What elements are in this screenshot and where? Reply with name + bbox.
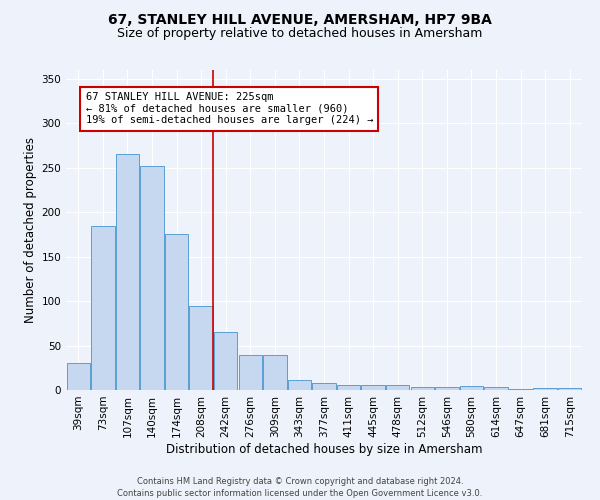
Bar [460, 386, 483, 390]
Bar [410, 388, 434, 390]
Bar [558, 388, 581, 390]
Text: 67, STANLEY HILL AVENUE, AMERSHAM, HP7 9BA: 67, STANLEY HILL AVENUE, AMERSHAM, HP7 9… [108, 12, 492, 26]
Bar [484, 388, 508, 390]
Text: Distribution of detached houses by size in Amersham: Distribution of detached houses by size … [166, 442, 482, 456]
Bar [533, 388, 557, 390]
Bar [214, 332, 238, 390]
Text: Contains public sector information licensed under the Open Government Licence v3: Contains public sector information licen… [118, 489, 482, 498]
Bar [190, 306, 213, 390]
Bar [140, 166, 164, 390]
Text: 67 STANLEY HILL AVENUE: 225sqm
← 81% of detached houses are smaller (960)
19% of: 67 STANLEY HILL AVENUE: 225sqm ← 81% of … [86, 92, 373, 126]
Bar [386, 384, 409, 390]
Bar [263, 356, 287, 390]
Y-axis label: Number of detached properties: Number of detached properties [24, 137, 37, 323]
Bar [67, 364, 90, 390]
Bar [313, 383, 335, 390]
Bar [435, 388, 458, 390]
Bar [116, 154, 139, 390]
Bar [165, 234, 188, 390]
Bar [337, 384, 360, 390]
Text: Contains HM Land Registry data © Crown copyright and database right 2024.: Contains HM Land Registry data © Crown c… [137, 478, 463, 486]
Bar [288, 380, 311, 390]
Bar [91, 226, 115, 390]
Bar [239, 356, 262, 390]
Bar [361, 384, 385, 390]
Text: Size of property relative to detached houses in Amersham: Size of property relative to detached ho… [118, 28, 482, 40]
Bar [509, 389, 532, 390]
